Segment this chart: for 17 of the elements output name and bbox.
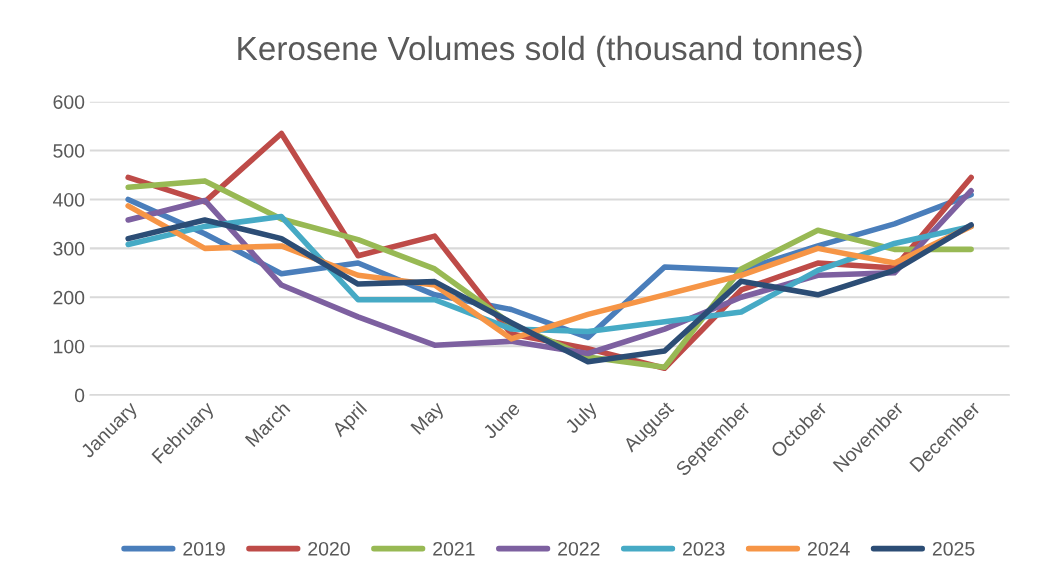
y-tick-label: 100 [54,339,85,354]
y-tick-label: 500 [53,144,85,158]
legend-label: 2022 [558,541,600,556]
y-tick-label: 300 [53,241,85,256]
legend-label: 2025 [932,541,975,556]
y-tick-label: 200 [53,290,85,305]
y-tick-label: 400 [52,192,85,207]
y-tick-label: 0 [74,388,85,403]
chart-title: Kerosene Volumes sold (thousand tonnes) [238,35,862,67]
x-tick-label: May [410,400,448,438]
legend-label: 2020 [308,541,350,556]
legend-label: 2021 [433,541,475,556]
x-tick-label: July [563,399,601,437]
legend-label: 2019 [183,541,225,556]
y-tick-label: 600 [53,95,85,109]
legend-label: 2024 [808,541,850,556]
legend-label: 2023 [683,541,725,556]
